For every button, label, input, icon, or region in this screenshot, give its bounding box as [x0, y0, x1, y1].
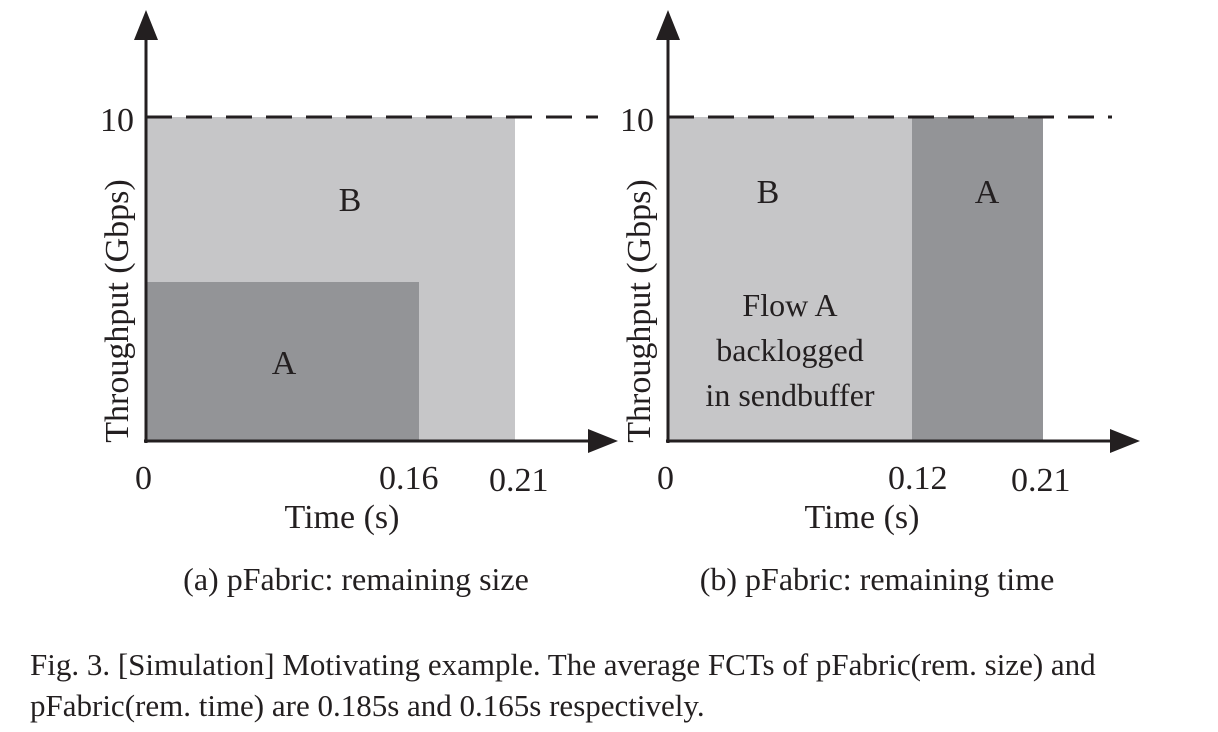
region-label-a-a: A — [272, 345, 297, 382]
panel-b: 10 0 0.12 0.21 Throughput (Gbps) Time (s… — [620, 10, 1140, 597]
y-axis-label-b: Throughput (Gbps) — [621, 179, 658, 442]
backlog-note-line-1: Flow A — [742, 287, 837, 323]
backlog-note-line-2: backlogged — [716, 332, 864, 368]
x-axis-label-a: Time (s) — [285, 499, 400, 536]
region-label-b-b: B — [757, 174, 780, 211]
panel-a: 10 0 0.16 0.21 Throughput (Gbps) Time (s… — [99, 10, 618, 597]
backlog-note-line-3: in sendbuffer — [705, 377, 874, 413]
x-tick-021-b: 0.21 — [1011, 462, 1071, 499]
y-axis-arrow-b — [656, 10, 680, 40]
region-a-b — [912, 117, 1043, 441]
region-b-b — [668, 117, 912, 441]
x-axis-arrow-a — [588, 429, 618, 453]
x-tick-012-b: 0.12 — [888, 460, 948, 497]
x-tick-0-b: 0 — [657, 460, 674, 497]
y-axis-label-a: Throughput (Gbps) — [99, 179, 136, 442]
x-axis-arrow-b — [1110, 429, 1140, 453]
y-tick-10-a: 10 — [100, 102, 134, 139]
subcaption-a: (a) pFabric: remaining size — [183, 561, 529, 597]
region-a-a — [146, 282, 419, 441]
subcaption-b: (b) pFabric: remaining time — [700, 561, 1055, 597]
y-tick-10-b: 10 — [620, 102, 654, 139]
y-axis-arrow-a — [134, 10, 158, 40]
x-axis-label-b: Time (s) — [805, 499, 920, 536]
x-tick-016-a: 0.16 — [379, 460, 439, 497]
figure-caption: Fig. 3. [Simulation] Motivating example.… — [30, 647, 1096, 723]
x-tick-021-a: 0.21 — [489, 462, 549, 499]
x-tick-0-a: 0 — [135, 460, 152, 497]
region-label-b-a: B — [339, 182, 362, 219]
figure: 10 0 0.16 0.21 Throughput (Gbps) Time (s… — [99, 10, 1140, 597]
region-label-a-b: A — [975, 174, 1000, 211]
